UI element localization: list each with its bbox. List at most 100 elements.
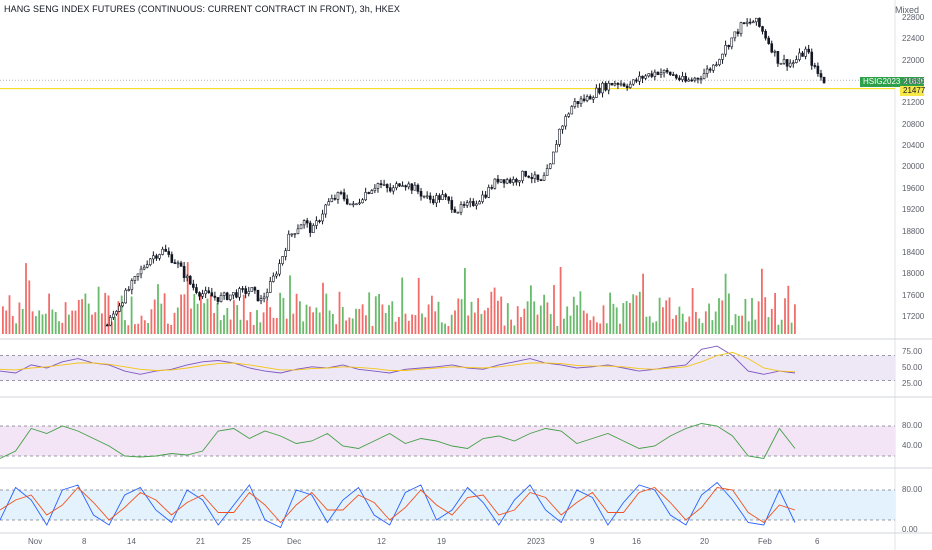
candle-body xyxy=(456,211,460,214)
candle-body xyxy=(505,179,509,184)
volume-bar xyxy=(662,307,664,334)
volume-bar xyxy=(513,325,516,334)
candle-body xyxy=(210,292,214,297)
candle-body xyxy=(779,63,783,65)
volume-bar xyxy=(576,305,578,334)
candle-body xyxy=(644,75,647,79)
volume-bar xyxy=(163,293,166,334)
candle-body xyxy=(552,151,555,165)
candle-body xyxy=(444,194,447,198)
volume-bar xyxy=(147,322,149,334)
candle-body xyxy=(176,262,180,265)
volume-bar xyxy=(635,295,638,334)
candle-body xyxy=(275,273,278,277)
candle-body xyxy=(628,83,632,88)
candle-body xyxy=(465,202,469,206)
volume-bar xyxy=(206,298,209,334)
candle-body xyxy=(195,287,198,293)
volume-bar xyxy=(378,294,380,334)
candle-body xyxy=(272,275,275,282)
volume-bar xyxy=(292,313,295,334)
volume-bar xyxy=(249,311,252,334)
volume-bar xyxy=(61,322,64,334)
price-axis-tick: 18400 xyxy=(902,247,925,257)
candle-body xyxy=(216,297,220,302)
candle-body xyxy=(327,201,331,206)
candle-body xyxy=(121,302,124,307)
volume-bar xyxy=(632,294,635,334)
candle-body xyxy=(352,203,355,206)
volume-bar xyxy=(209,295,212,334)
candle-body xyxy=(819,73,823,78)
candle-body xyxy=(711,64,715,71)
candle-body xyxy=(739,22,743,34)
candle-body xyxy=(724,45,727,55)
volume-bar xyxy=(592,316,595,334)
candle-body xyxy=(801,52,804,57)
volume-bar xyxy=(104,292,107,334)
candle-body xyxy=(299,224,303,230)
candle-body xyxy=(604,82,607,91)
price-axis-tick: 22800 xyxy=(902,13,925,22)
candle-body xyxy=(785,59,789,67)
candle-body xyxy=(188,275,192,285)
volume-bar xyxy=(407,320,410,334)
stochastic-axis-tick: 0.00 xyxy=(902,525,918,534)
volume-bar xyxy=(51,309,54,334)
volume-bar xyxy=(64,302,67,334)
volume-bar xyxy=(704,311,707,334)
candle-body xyxy=(382,184,386,186)
volume-bar xyxy=(127,325,130,334)
volume-bar xyxy=(176,307,179,334)
rsi-axis-tick: 50.00 xyxy=(902,363,923,372)
volume-bar xyxy=(41,314,44,334)
candle-body xyxy=(192,283,195,288)
candle-body xyxy=(764,31,767,39)
candle-body xyxy=(475,203,478,206)
candle-body xyxy=(585,96,589,101)
candle-body xyxy=(727,45,730,48)
volume-bar xyxy=(11,316,14,334)
volume-bar xyxy=(124,320,126,334)
candle-body xyxy=(807,48,810,53)
oscillator-axis-tick: 40.00 xyxy=(902,441,923,450)
volume-bar xyxy=(741,315,743,334)
volume-bar xyxy=(464,268,466,334)
volume-bar xyxy=(374,296,377,334)
volume-bar xyxy=(774,292,776,334)
last-price-badge: 21635 xyxy=(900,77,925,87)
volume-bar xyxy=(394,321,397,334)
candle-body xyxy=(521,170,524,181)
candle-body xyxy=(201,293,204,297)
volume-bar xyxy=(180,294,182,334)
candle-body xyxy=(481,194,484,202)
candle-body xyxy=(145,264,149,268)
candle-body xyxy=(228,294,232,300)
rsi-axis-tick: 25.00 xyxy=(902,378,923,388)
volume-bar xyxy=(757,301,760,334)
candle-body xyxy=(822,76,826,84)
scale-mode-label[interactable]: Mixed xyxy=(894,5,919,15)
volume-bar xyxy=(539,305,542,334)
rsi-axis-tick: 75.00 xyxy=(902,347,923,357)
volume-bar xyxy=(190,308,192,334)
volume-bar xyxy=(764,297,767,334)
volume-bar xyxy=(101,313,103,334)
volume-bar xyxy=(315,307,318,334)
candle-body xyxy=(265,292,269,298)
volume-bar xyxy=(48,293,50,334)
candle-body xyxy=(376,183,380,189)
candle-body xyxy=(315,220,318,226)
candle-body xyxy=(638,75,641,82)
candle-body xyxy=(647,73,650,77)
price-axis-tick: 18000 xyxy=(902,269,925,279)
volume-bar xyxy=(81,299,83,334)
candle-body xyxy=(619,83,623,86)
volume-bar xyxy=(609,292,611,334)
candle-body xyxy=(247,291,251,294)
candle-body xyxy=(668,71,672,75)
volume-bar xyxy=(794,304,796,334)
volume-bar xyxy=(398,317,400,334)
volume-bar xyxy=(226,307,229,334)
